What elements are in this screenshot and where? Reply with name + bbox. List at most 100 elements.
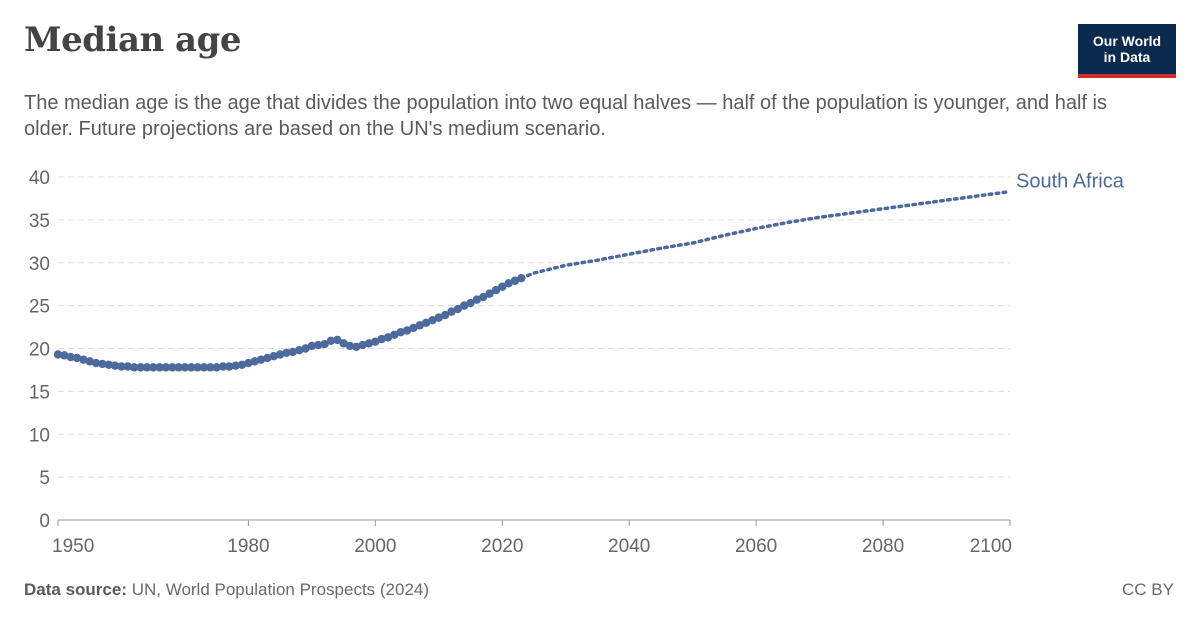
data-point[interactable]	[129, 363, 139, 372]
data-point[interactable]	[288, 347, 298, 357]
data-point[interactable]	[339, 339, 348, 348]
data-point[interactable]	[199, 363, 209, 372]
data-point[interactable]	[263, 353, 272, 363]
data-point[interactable]	[479, 292, 488, 302]
y-tick-label: 40	[29, 168, 50, 189]
data-point[interactable]	[498, 282, 507, 291]
data-point[interactable]	[66, 352, 75, 362]
data-point[interactable]	[510, 276, 520, 285]
x-tick-label: 2060	[735, 536, 777, 557]
data-point[interactable]	[269, 352, 278, 361]
data-point[interactable]	[345, 341, 355, 351]
data-point[interactable]	[409, 323, 418, 333]
data-source: Data source: UN, World Population Prospe…	[24, 580, 429, 600]
x-tick-label: 1950	[52, 536, 94, 557]
data-point[interactable]	[491, 285, 501, 295]
data-point[interactable]	[155, 363, 164, 372]
data-point[interactable]	[98, 359, 107, 369]
data-point[interactable]	[136, 363, 145, 372]
data-point[interactable]	[117, 362, 126, 371]
data-point[interactable]	[225, 362, 234, 371]
data-point[interactable]	[256, 355, 266, 364]
data-point[interactable]	[168, 363, 177, 372]
data-point[interactable]	[326, 336, 336, 345]
data-point[interactable]	[440, 310, 450, 320]
data-point[interactable]	[174, 363, 183, 372]
data-point[interactable]	[459, 301, 469, 310]
data-point[interactable]	[434, 313, 443, 322]
data-point[interactable]	[79, 355, 88, 364]
data-point[interactable]	[504, 279, 513, 288]
data-point[interactable]	[212, 363, 221, 372]
license-link[interactable]: CC BY	[1122, 580, 1174, 599]
x-tick-label: 2040	[608, 536, 650, 557]
data-point[interactable]	[237, 360, 247, 369]
x-tick-label: 1980	[227, 536, 269, 557]
data-point[interactable]	[447, 307, 456, 316]
data-point[interactable]	[161, 363, 171, 372]
data-point[interactable]	[421, 318, 431, 327]
data-point[interactable]	[307, 341, 317, 351]
y-tick-label: 25	[29, 297, 50, 318]
data-point[interactable]	[294, 346, 304, 355]
data-point[interactable]	[472, 295, 482, 304]
data-point[interactable]	[91, 358, 101, 368]
owid-logo[interactable]: Our World in Data	[1078, 24, 1176, 78]
y-tick-label: 5	[39, 468, 50, 489]
data-source-text[interactable]: UN, World Population Prospects (2024)	[126, 580, 430, 599]
data-point[interactable]	[301, 344, 310, 353]
data-point[interactable]	[104, 360, 113, 369]
data-point[interactable]	[206, 363, 215, 372]
data-point[interactable]	[250, 357, 259, 366]
data-point[interactable]	[333, 335, 342, 345]
y-tick-label: 10	[29, 425, 50, 446]
series-label[interactable]: South Africa	[1016, 171, 1125, 193]
y-tick-label: 35	[29, 211, 50, 232]
data-point[interactable]	[428, 316, 437, 325]
data-point[interactable]	[85, 357, 94, 366]
data-point[interactable]	[383, 333, 393, 342]
data-point[interactable]	[142, 363, 152, 372]
data-point[interactable]	[371, 337, 380, 346]
data-point[interactable]	[415, 321, 424, 330]
logo-line-2: in Data	[1103, 49, 1151, 65]
data-point[interactable]	[123, 362, 133, 371]
data-point[interactable]	[314, 340, 323, 350]
y-axis-ticks: 0 5 10 15 20 25 30 35 40	[29, 168, 50, 532]
y-tick-label: 20	[29, 340, 50, 361]
data-point[interactable]	[358, 340, 367, 350]
data-point[interactable]	[402, 326, 412, 335]
x-tick-label: 2000	[354, 536, 396, 557]
data-point[interactable]	[218, 362, 228, 371]
logo-line-1: Our World	[1092, 33, 1162, 49]
data-point[interactable]	[320, 340, 329, 349]
data-point[interactable]	[231, 361, 240, 370]
data-point[interactable]	[466, 298, 475, 308]
y-tick-label: 0	[39, 511, 50, 532]
data-point[interactable]	[187, 363, 196, 372]
data-point[interactable]	[72, 353, 82, 363]
data-point[interactable]	[282, 348, 291, 357]
data-point[interactable]	[60, 351, 69, 360]
data-point[interactable]	[396, 328, 405, 337]
data-point[interactable]	[110, 361, 120, 370]
data-point[interactable]	[364, 339, 374, 348]
data-point[interactable]	[193, 363, 202, 372]
data-point[interactable]	[485, 289, 494, 298]
data-point[interactable]	[352, 342, 361, 351]
data-point[interactable]	[390, 330, 399, 339]
chart-subtitle: The median age is the age that divides t…	[24, 92, 1107, 140]
data-point[interactable]	[149, 363, 158, 372]
x-axis: 1950 1980 2000 2020 2040 2060 2080 2100	[52, 519, 1012, 557]
x-tick-label: 2080	[862, 536, 904, 557]
data-point[interactable]	[244, 358, 253, 368]
series-layer: South Africa	[53, 171, 1125, 372]
data-point[interactable]	[180, 363, 190, 372]
data-point[interactable]	[377, 334, 386, 344]
y-tick-label: 30	[29, 254, 50, 275]
data-point[interactable]	[275, 350, 285, 359]
data-point[interactable]	[453, 304, 463, 314]
data-source-label: Data source:	[24, 580, 127, 599]
data-point[interactable]	[53, 350, 63, 359]
